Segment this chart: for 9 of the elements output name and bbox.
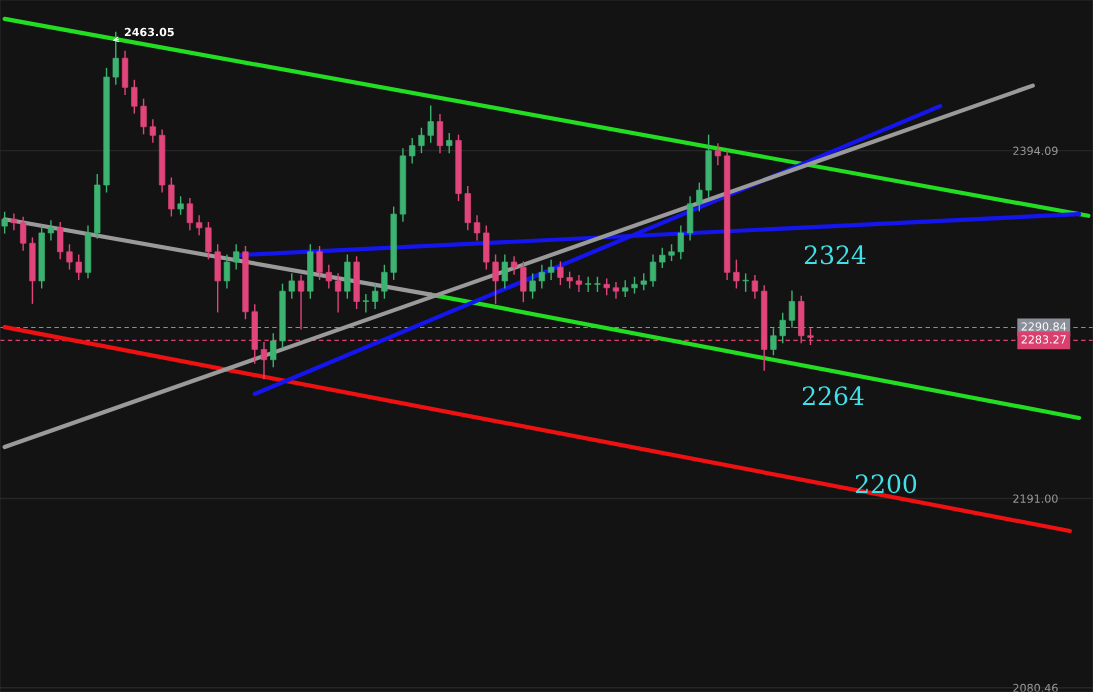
annotation: 2463.05 (124, 27, 174, 37)
annotation: 2324 (804, 245, 866, 265)
y-tick-label: 2080.46 (1013, 683, 1058, 692)
annotation: 2264 (802, 386, 864, 406)
ref-line-label: 2283.27 (1021, 335, 1066, 344)
annotation: 2200 (855, 474, 917, 494)
ref-line-label: 2290.84 (1021, 322, 1067, 331)
y-tick-label: 2191.00 (1013, 494, 1058, 503)
y-tick-label: 2394.09 (1013, 146, 1058, 155)
